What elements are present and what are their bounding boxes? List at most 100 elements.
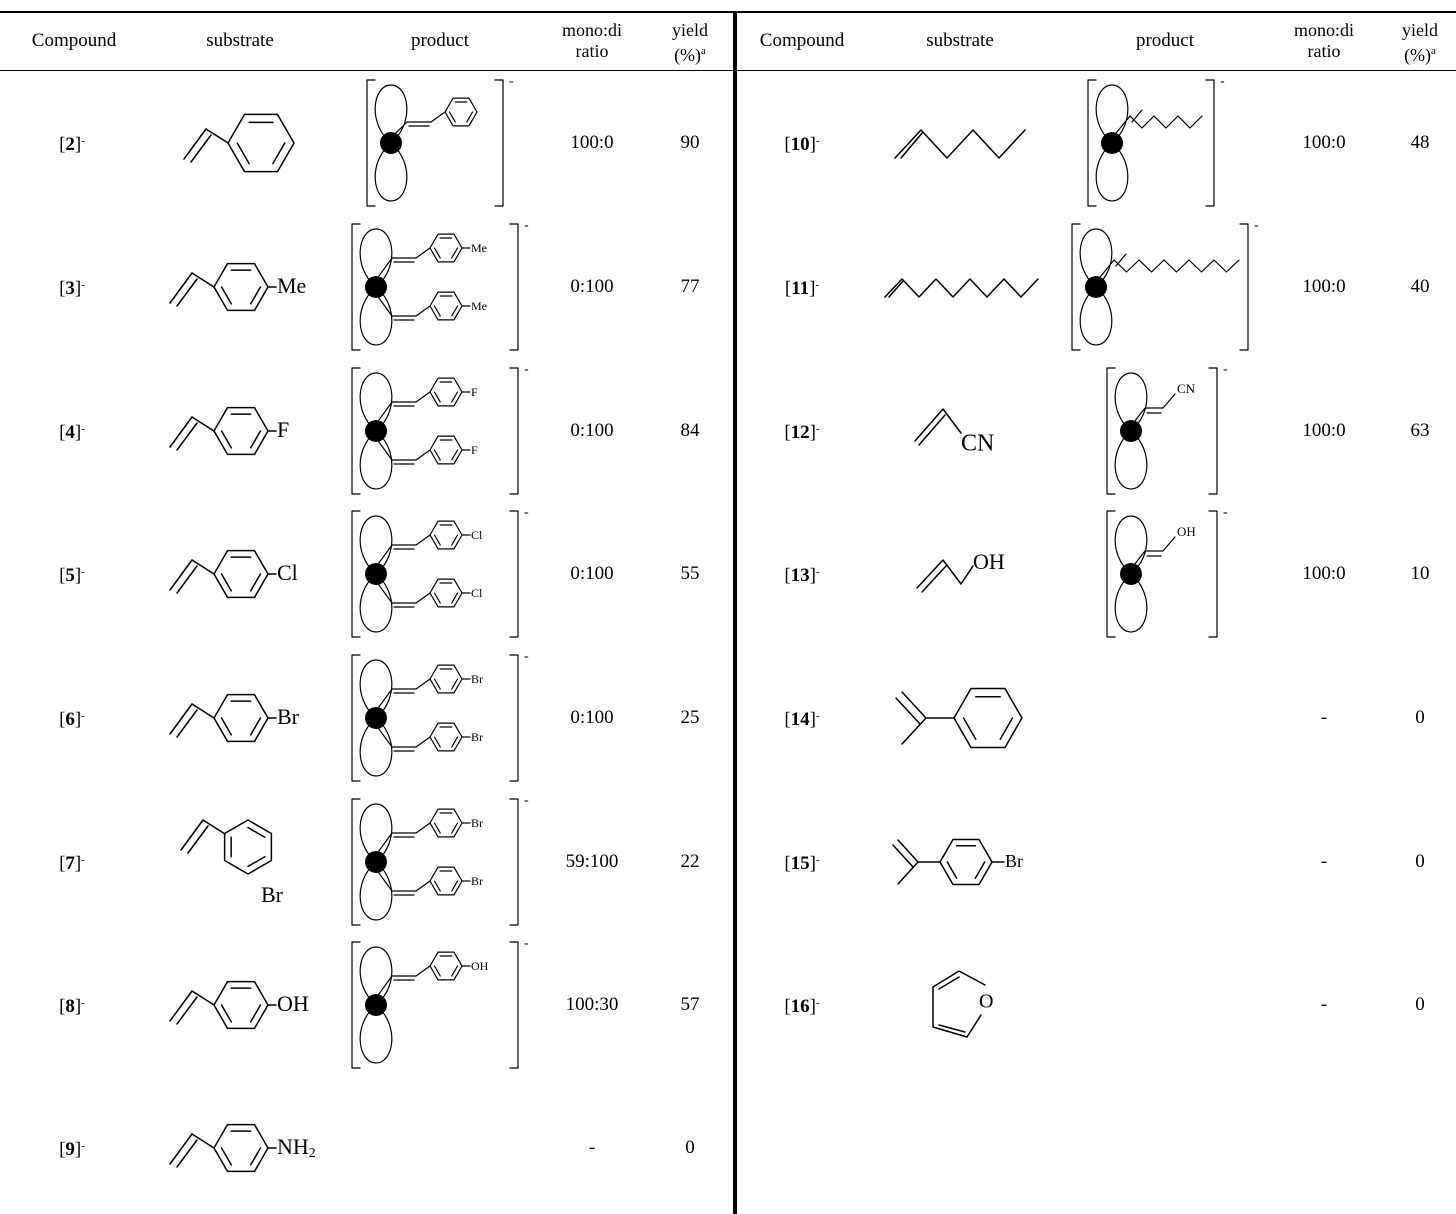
ring-double-bond: [247, 826, 266, 839]
mono-di-ratio: 100:0: [1302, 276, 1346, 297]
header-yield-right-line2: (%)a: [1390, 41, 1450, 66]
p-orbital-lobe-upper: [359, 803, 393, 863]
header-yield-right-footnote: a: [1431, 45, 1436, 57]
bracket-right: [1239, 223, 1249, 351]
benzene-ring: [429, 951, 463, 981]
substrate-structure: Me: [169, 262, 306, 312]
benzene-ring: [429, 291, 463, 321]
p-orbital-lobe-lower: [359, 430, 393, 490]
compound-label: [4]-: [59, 422, 85, 443]
ring-bond: [932, 970, 986, 988]
ring-double-bond: [451, 880, 459, 892]
benzene-ring: [429, 808, 463, 838]
charge-sign: -: [524, 649, 529, 664]
methyl-bond: [897, 861, 919, 885]
substrate-structure: [894, 129, 1026, 159]
ring-double-bond: [249, 430, 262, 449]
p-orbital-lobe-lower: [359, 573, 393, 633]
vinyl-double-bond: [176, 422, 198, 451]
mono-di-ratio: 100:0: [1302, 563, 1346, 584]
ring-double-bond: [433, 678, 441, 690]
ring-double-bond: [433, 880, 441, 892]
substrate-structure: O: [932, 970, 993, 1038]
ring-double-bond: [249, 573, 262, 592]
p-orbital-lobe-lower: [374, 142, 408, 202]
vinyl-double-bond: [190, 134, 212, 163]
compound-label: [5]-: [59, 565, 85, 586]
metal-center: [365, 707, 387, 729]
alkenyl-bond: [415, 822, 431, 834]
vinyl-bond: [169, 559, 193, 591]
alkenyl-bond: [375, 401, 393, 425]
yield-value: 0: [1415, 994, 1425, 1015]
substituent-label: Br: [261, 882, 284, 907]
bracket-right: [1205, 79, 1215, 207]
ring-double-bond: [451, 822, 459, 834]
p-orbital-lobe-upper: [359, 515, 393, 575]
ring-double-bond: [433, 247, 441, 259]
ring-double-bond: [433, 391, 441, 403]
compound-charge: -: [815, 566, 820, 578]
substrate-structure: F: [169, 406, 289, 456]
compound-number: 12: [790, 422, 810, 443]
ring-double-bond: [220, 1147, 233, 1166]
alkyl-chain: [1129, 115, 1203, 129]
ring-double-bond: [938, 976, 960, 990]
alkenyl-bond: [375, 293, 393, 317]
bracket-right: [509, 798, 519, 926]
header-ratio-right: mono:di ratio: [1284, 20, 1364, 62]
alkenyl-bond: [415, 534, 431, 546]
yield-value: 55: [680, 563, 700, 584]
p-orbital-lobe-upper: [359, 228, 393, 288]
ring-double-bond: [451, 678, 459, 690]
vinyl-bond: [205, 128, 229, 144]
header-ratio-right-line1: mono:di: [1293, 20, 1354, 40]
alkenyl-bond: [415, 305, 431, 317]
benzene-ring: [429, 578, 463, 608]
compound-number: 9: [65, 1139, 75, 1160]
alkene-double-bond: [918, 414, 946, 446]
benzene-ring: [429, 866, 463, 896]
vinyl-bond: [169, 272, 193, 304]
ring-double-bond: [247, 855, 266, 868]
compound-number: 5: [65, 565, 75, 586]
header-compound-right: Compound: [759, 30, 845, 51]
alkyl-chain: [884, 278, 1039, 298]
yield-value: 57: [680, 994, 700, 1015]
metal-center: [1085, 276, 1107, 298]
bracket-left: [351, 510, 361, 638]
ring-double-bond: [974, 861, 986, 879]
yield-value: 77: [680, 276, 700, 297]
alkenyl-bond: [415, 247, 431, 259]
charge-sign: -: [509, 74, 514, 89]
charge-sign: -: [1223, 505, 1228, 520]
vinyl-bond: [191, 1133, 215, 1149]
header-compound: Compound: [31, 30, 117, 51]
alkenyl-bond: [375, 580, 393, 604]
substrate-structure: CN: [914, 408, 994, 457]
header-yield-footnote: a: [701, 45, 706, 57]
product-structure: - OH: [1106, 505, 1228, 638]
product-substituent-label: OH: [471, 959, 489, 973]
alkenyl-double-bond: [1131, 109, 1143, 123]
yield-value: 40: [1410, 276, 1430, 297]
substituent-label: Br: [277, 704, 300, 729]
substituent-label: Me: [277, 273, 306, 298]
alkenyl-bond: [415, 391, 431, 403]
ring-double-bond: [451, 534, 459, 546]
substrate-structure: Br: [169, 693, 300, 743]
vinyl-bond: [191, 416, 215, 432]
product-substituent-label: F: [471, 443, 478, 457]
charge-sign: -: [524, 362, 529, 377]
mono-di-ratio: 100:0: [1302, 132, 1346, 153]
substrate-structure: [895, 687, 1023, 749]
metal-center: [365, 276, 387, 298]
alkenyl-bond: [415, 880, 431, 892]
ring-double-bond: [451, 449, 459, 461]
product-structure: - Cl Cl: [351, 505, 529, 638]
alkene-double-bond: [900, 131, 924, 159]
ring-double-bond: [962, 717, 977, 740]
header-yield-line2: (%)a: [660, 41, 720, 66]
substrate-structure: [884, 278, 1039, 298]
